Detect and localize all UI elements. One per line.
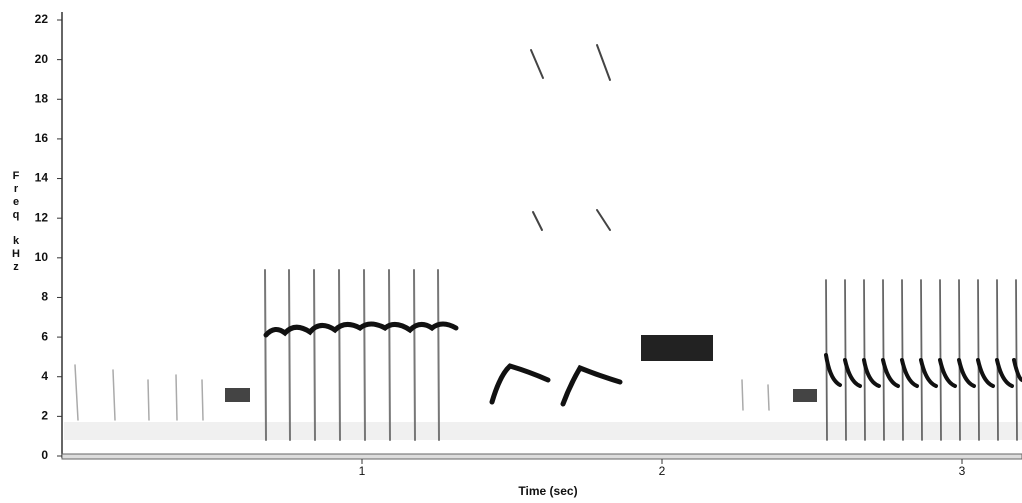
y-tick-label: 10 bbox=[35, 250, 49, 264]
y-tick-label: 4 bbox=[41, 369, 48, 383]
y-tick-label: 0 bbox=[41, 448, 48, 462]
y-tick-label: 20 bbox=[35, 52, 49, 66]
x-axis-label: Time (sec) bbox=[518, 484, 577, 498]
y-tick-label: 16 bbox=[35, 131, 49, 145]
x-tick-label: 2 bbox=[659, 464, 666, 478]
y-tick-label: 18 bbox=[35, 91, 49, 105]
y-tick-label: 2 bbox=[41, 409, 48, 423]
spectrogram-noise bbox=[64, 422, 1022, 440]
spectrogram-image bbox=[74, 44, 1022, 441]
y-tick-label: 14 bbox=[35, 171, 49, 185]
y-axis-label: Freq kHz bbox=[10, 170, 22, 274]
x-axis bbox=[61, 453, 1022, 460]
y-tick-label: 8 bbox=[41, 290, 48, 304]
y-tick-label: 22 bbox=[35, 12, 49, 26]
y-tick-label: 6 bbox=[41, 329, 48, 343]
y-tick-label: 12 bbox=[35, 210, 49, 224]
x-tick-label: 3 bbox=[959, 464, 966, 478]
x-tick-label: 1 bbox=[359, 464, 366, 478]
